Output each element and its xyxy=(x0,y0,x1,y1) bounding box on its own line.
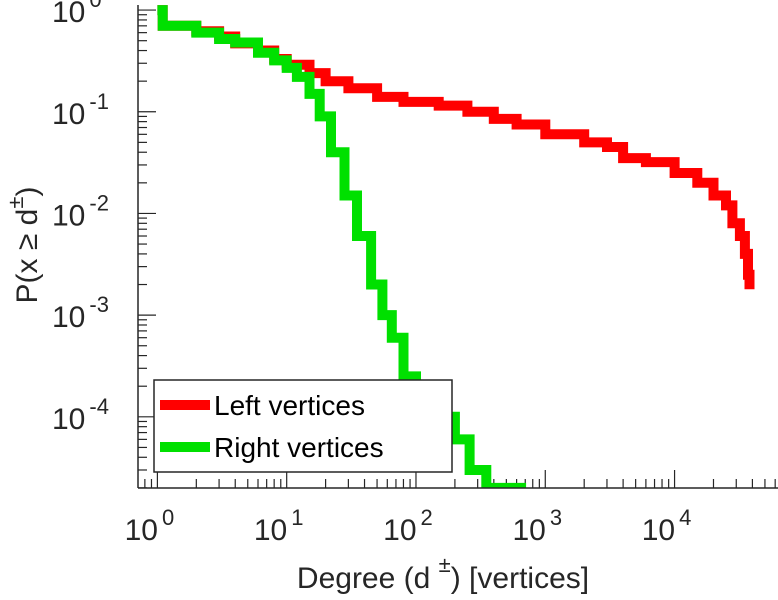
legend-label-left-vertices: Left vertices xyxy=(214,390,365,421)
data-series xyxy=(157,5,755,488)
y-tick-label: 10 -4 xyxy=(52,394,109,436)
x-tick-label: 10 1 xyxy=(254,505,304,547)
series-line-right-vertices xyxy=(157,5,527,488)
x-axis-title: Degree (d ±) [vertices] xyxy=(297,552,589,595)
y-tick-label: 10 -3 xyxy=(52,292,109,334)
x-tick-label: 10 2 xyxy=(383,505,433,547)
y-tick-label: 100 xyxy=(52,0,102,29)
legend-label-right-vertices: Right vertices xyxy=(214,432,384,463)
minor-ticks xyxy=(138,9,776,489)
axes xyxy=(137,5,778,489)
y-tick-labels: 100 10-1 10-2 10-3 10-4 xyxy=(52,0,109,436)
y-tick-label: 10 -1 xyxy=(52,89,109,131)
x-tick-label: 10 4 xyxy=(642,505,692,547)
y-axis-title: P(x ≥ d±) xyxy=(3,187,44,304)
legend: Left vertices Right vertices xyxy=(153,379,453,473)
legend-box xyxy=(153,379,453,473)
x-tick-labels: 10 0 10 1 10 2 10 3 10 4 xyxy=(125,505,692,547)
y-tick-label: 10 -2 xyxy=(52,190,109,232)
x-tick-label: 10 0 xyxy=(125,505,175,547)
x-tick-label: 10 3 xyxy=(512,505,562,547)
